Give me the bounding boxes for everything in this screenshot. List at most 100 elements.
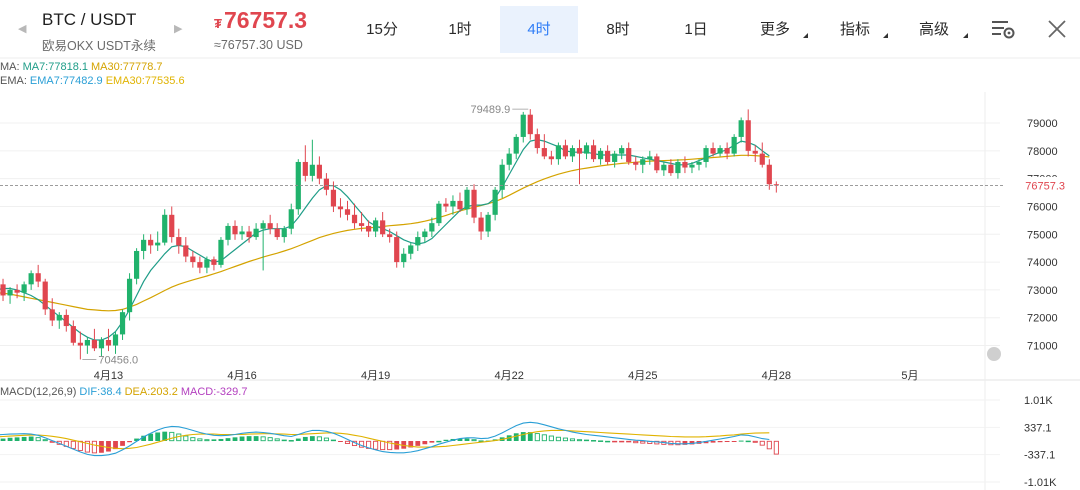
tab-1h[interactable]: 1时 — [422, 6, 498, 53]
tab-advanced[interactable]: 高级 — [896, 6, 972, 53]
candle-body — [380, 220, 386, 235]
macd-histogram-bar — [598, 440, 604, 442]
y-tick-label: 71000 — [1027, 341, 1058, 353]
candle-body — [344, 209, 351, 215]
dif-value: DIF:38.4 — [79, 386, 122, 398]
candle-body — [218, 239, 224, 265]
macd-histogram-bar — [534, 433, 540, 442]
macd-histogram-bar — [120, 441, 125, 446]
candle-body — [98, 339, 105, 349]
candle-body — [288, 209, 294, 229]
tab-indicators[interactable]: 指标 — [818, 6, 892, 53]
candle-body — [141, 239, 147, 251]
candle-body — [668, 164, 674, 174]
next-pair-arrow[interactable]: ▶ — [174, 23, 183, 35]
macd-histogram-bar — [626, 440, 632, 443]
macd-histogram-bar — [260, 436, 266, 442]
candle-body — [703, 148, 709, 162]
macd-histogram-bar — [703, 441, 709, 444]
candle-body — [745, 120, 751, 151]
candle-body — [738, 120, 744, 137]
candle-body — [281, 228, 287, 238]
macd-histogram-bar — [225, 438, 231, 441]
tab-more[interactable]: 更多 — [738, 6, 812, 53]
x-tick-label: 5月 — [901, 370, 918, 382]
candle-body — [534, 134, 540, 149]
candle-body — [710, 148, 716, 154]
tab-label: 1日 — [684, 21, 708, 38]
candle-body — [337, 206, 344, 210]
candle-body — [675, 161, 681, 174]
candle-body — [169, 214, 175, 238]
candle-body — [661, 164, 667, 171]
macd-histogram-bar — [204, 439, 210, 442]
tab-15m[interactable]: 15分 — [344, 6, 420, 53]
macd-histogram-bar — [394, 441, 400, 450]
macd-histogram-bar — [253, 436, 259, 441]
chart-settings-icon[interactable] — [990, 18, 1016, 40]
macd-histogram-bar — [675, 440, 681, 446]
candle-body — [759, 153, 765, 165]
tab-label: 8时 — [606, 21, 630, 38]
candle-body — [225, 225, 231, 240]
macd-histogram-bar — [127, 441, 132, 443]
y-tick-label: 72000 — [1027, 313, 1058, 325]
macd-histogram-bar — [605, 440, 611, 443]
macd-histogram-bar — [527, 432, 533, 441]
candle-body — [351, 214, 358, 224]
macd-histogram-bar — [738, 440, 744, 442]
macd-histogram-bar — [773, 440, 779, 455]
close-icon[interactable] — [1047, 19, 1067, 39]
macd-histogram-bar — [246, 436, 252, 441]
ema-legend-prefix: EMA: — [0, 75, 27, 87]
candle-body — [0, 284, 6, 296]
macd-histogram-bar — [717, 441, 723, 443]
y-tick-label: 79000 — [1027, 118, 1058, 130]
candle-body — [640, 159, 646, 165]
macd-y-tick-label: -1.01K — [1024, 477, 1057, 489]
macd-histogram-bar — [155, 432, 161, 441]
candle-body — [717, 148, 723, 154]
tab-1d[interactable]: 1日 — [658, 6, 734, 53]
macd-histogram-bar — [689, 441, 695, 445]
candle-body — [443, 203, 449, 207]
tab-8h[interactable]: 8时 — [580, 6, 656, 53]
pair-title[interactable]: BTC / USDT — [42, 10, 137, 29]
y-tick-label: 78000 — [1027, 146, 1058, 158]
x-tick-label: 4月22 — [495, 370, 524, 382]
macd-histogram-bar — [190, 437, 196, 442]
candle-body — [415, 237, 421, 246]
macd-histogram-bar — [344, 440, 351, 444]
candle-body — [408, 245, 414, 254]
macd-histogram-bar — [239, 436, 245, 441]
ma-legend-prefix: MA: — [0, 61, 20, 73]
macd-histogram-bar — [183, 435, 189, 442]
candle-body — [84, 339, 90, 346]
prev-pair-arrow[interactable]: ◀ — [18, 23, 27, 35]
candle-body — [682, 161, 688, 168]
macd-histogram-bar — [302, 436, 308, 441]
candle-body — [773, 184, 779, 186]
macd-histogram-bar — [197, 438, 203, 442]
candle-body — [394, 237, 400, 263]
candle-body — [176, 237, 182, 246]
macd-histogram-bar — [218, 438, 224, 441]
candle-body — [274, 228, 280, 238]
macd-histogram-bar — [759, 440, 765, 446]
candle-body — [436, 203, 442, 224]
macd-histogram-bar — [710, 441, 716, 443]
candle-body — [499, 164, 505, 190]
tab-4h[interactable]: 4时 — [500, 6, 578, 53]
candle-body — [619, 148, 625, 154]
candle-body — [119, 312, 126, 335]
candle-body — [373, 220, 379, 232]
candle-body — [323, 178, 330, 190]
candle-body — [35, 273, 41, 282]
candle-body — [485, 214, 491, 232]
macd-histogram-bar — [91, 440, 97, 454]
y-tick-label: 74000 — [1027, 257, 1058, 269]
macd-histogram-bar — [148, 433, 154, 441]
high-annotation: 79489.9 — [471, 104, 511, 116]
macd-histogram-bar — [745, 440, 751, 443]
